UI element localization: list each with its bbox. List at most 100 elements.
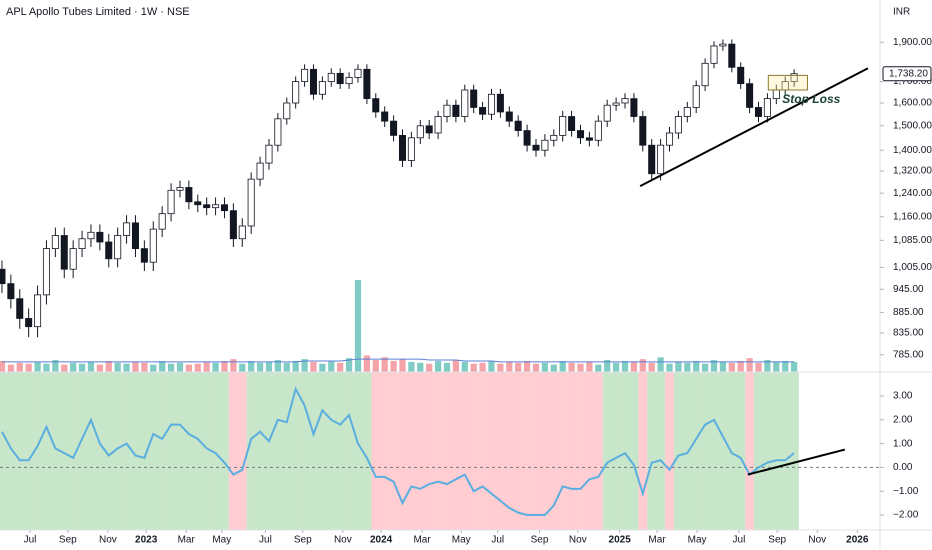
volume-bar [684, 362, 691, 372]
volume-bar [639, 359, 646, 372]
candle-body [96, 231, 104, 243]
candle-body [790, 73, 798, 82]
x-tick-label: Mar [178, 535, 196, 546]
regime-shade [495, 372, 506, 530]
candle-body [630, 98, 638, 117]
volume-bar [363, 355, 370, 372]
candle-body [541, 139, 549, 151]
candle-body [621, 98, 629, 104]
candle-body [648, 144, 656, 175]
candle-body [51, 235, 59, 250]
volume-bar [452, 360, 460, 372]
volume-bar [710, 360, 718, 372]
candle-body [585, 137, 593, 141]
volume-bar [123, 363, 130, 372]
candle-body [746, 83, 754, 108]
candle-body [470, 89, 478, 108]
y-tick-label: 1,005.00 [893, 262, 932, 273]
regime-shade [647, 372, 657, 530]
y-tick-label: −2.00 [893, 510, 919, 521]
x-tick-label: Nov [99, 535, 117, 546]
y-tick-label: 1,600.00 [893, 98, 932, 109]
regime-shade [593, 372, 604, 530]
volume-bar [310, 361, 317, 372]
volume-bar [426, 363, 433, 372]
regime-shade [673, 372, 684, 530]
volume-bar [265, 361, 273, 372]
regime-shade [451, 372, 461, 530]
regime-shade [629, 372, 639, 530]
volume-bar [283, 362, 290, 372]
candle-body [283, 102, 291, 120]
volume-bar [7, 364, 14, 372]
candle-body [550, 134, 558, 141]
regime-shade [780, 372, 790, 530]
regime-shade [745, 372, 755, 530]
volume-ma [1, 358, 795, 363]
y-tick-label: 2.00 [893, 414, 913, 425]
candle-body [256, 162, 264, 180]
y-tick-label: 1,085.00 [893, 235, 932, 246]
volume-bar [470, 363, 477, 372]
regime-shade [727, 372, 737, 530]
volume-bar [274, 360, 281, 372]
volume-bar [657, 357, 664, 372]
volume-bar [159, 360, 166, 372]
volume-bar [230, 359, 237, 372]
candle-body [737, 66, 745, 85]
volume-bar [372, 360, 379, 372]
x-tick-label: May [688, 535, 707, 546]
volume-bar [176, 362, 184, 372]
candle-body [69, 248, 77, 270]
regime-shade [184, 372, 194, 530]
x-tick-label: 2024 [370, 535, 393, 546]
candle-body [390, 120, 398, 136]
volume-bar [105, 360, 112, 372]
candle-body [710, 45, 718, 64]
regime-shade [576, 372, 586, 530]
regime-shade [540, 372, 550, 530]
volume-bar [719, 361, 727, 372]
last-price-label: 1,738.20 [889, 68, 928, 79]
regime-shade [718, 372, 728, 530]
regime-shade [771, 372, 782, 530]
regime-shade [68, 372, 78, 530]
x-tick-label: 2025 [609, 535, 632, 546]
y-tick-label: 1,400.00 [893, 145, 932, 156]
regime-shade [442, 372, 452, 530]
candle-body [692, 85, 700, 108]
y-tick-label: 785.00 [893, 349, 924, 360]
volume-bar [773, 361, 780, 372]
volume-bar [390, 360, 397, 372]
regime-shade [317, 372, 328, 530]
x-tick-label: Nov [334, 535, 352, 546]
candle-body [220, 204, 228, 212]
x-tick-label: Jul [491, 535, 504, 546]
volume-bar [612, 362, 620, 372]
volume-bar [541, 362, 549, 372]
volume-bar [621, 360, 629, 372]
regime-shade [487, 372, 497, 530]
y-tick-label: 1,320.00 [893, 166, 932, 177]
candle-body [398, 134, 406, 161]
regime-shade [549, 372, 559, 530]
regime-shade [15, 372, 25, 530]
volume-bar [337, 362, 344, 372]
volume-bar [701, 363, 709, 372]
regime-shade [33, 372, 43, 530]
volume-bar [52, 360, 59, 372]
regime-shade [754, 372, 764, 530]
candle-body [728, 43, 736, 68]
y-tick-label: 1,240.00 [893, 188, 932, 199]
volume-bar [604, 360, 611, 372]
candle-body [123, 222, 131, 236]
regime-shade [326, 372, 337, 530]
candle-body [479, 107, 487, 115]
regime-shade [353, 372, 363, 530]
candle-body [34, 294, 42, 328]
regime-shade [362, 372, 372, 530]
regime-shade [460, 372, 470, 530]
regime-shade [0, 372, 7, 530]
regime-shade [6, 372, 16, 530]
